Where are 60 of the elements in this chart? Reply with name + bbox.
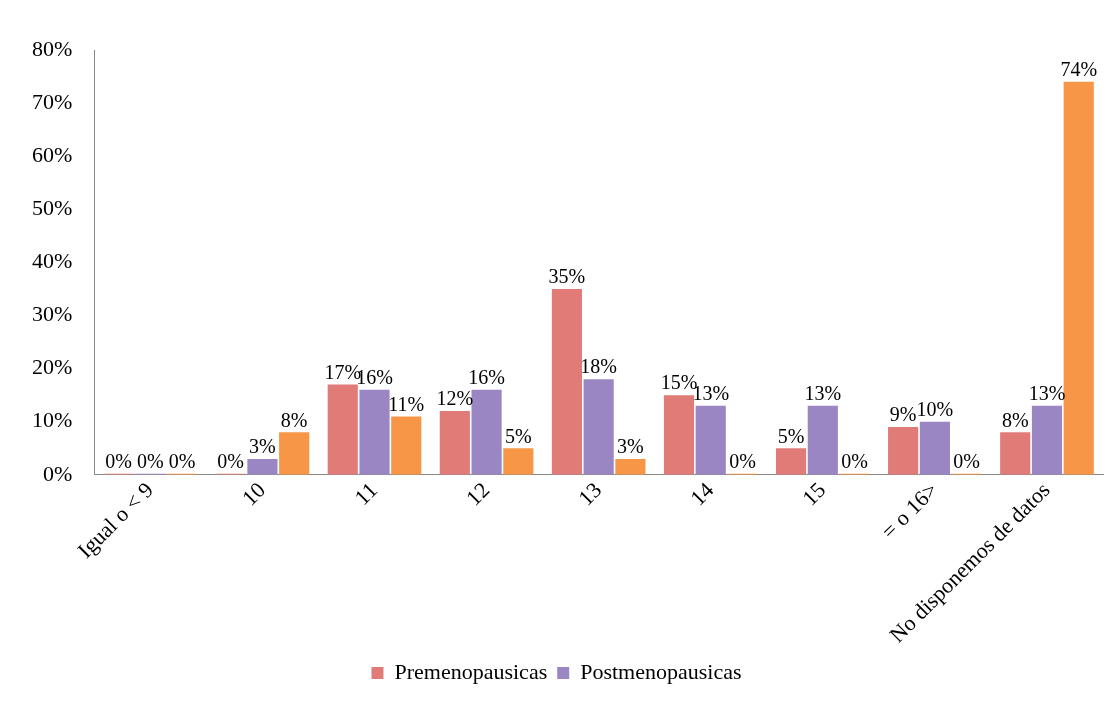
bar: [775, 448, 807, 475]
bar: [1063, 81, 1094, 475]
x-tick-label: 12: [460, 477, 495, 511]
data-label: 10%: [916, 397, 954, 420]
data-label: 74%: [1060, 58, 1098, 81]
data-label: 0%: [841, 450, 868, 473]
bar: [503, 448, 534, 475]
y-tick-label: 60%: [32, 141, 73, 167]
data-label: 8%: [280, 408, 308, 431]
bar: [247, 458, 278, 475]
x-tick-label: 14: [685, 477, 719, 511]
y-tick-label: 80%: [32, 35, 73, 61]
data-label: 13%: [804, 382, 842, 405]
y-tick-label: 50%: [32, 195, 73, 221]
y-tick-label: 40%: [32, 248, 73, 274]
bar: [807, 405, 838, 475]
y-tick-label: 0%: [43, 460, 73, 486]
y-tick-label: 70%: [32, 88, 73, 114]
data-label: 35%: [548, 265, 586, 288]
bar: [471, 389, 502, 475]
data-label: 0%: [168, 450, 196, 473]
y-tick-label: 30%: [32, 301, 73, 327]
bar: [888, 427, 919, 475]
data-label: 3%: [617, 435, 644, 458]
x-tick-label: 13: [573, 477, 607, 511]
bar: [359, 389, 390, 475]
data-label: 0%: [729, 450, 756, 473]
bar: [551, 288, 582, 475]
bar: [1000, 432, 1031, 475]
data-label: 5%: [777, 424, 805, 447]
data-label: 0%: [217, 450, 245, 473]
data-label: 11%: [388, 392, 425, 415]
bar: [439, 411, 470, 475]
bar: [663, 395, 695, 475]
bar: [583, 379, 614, 475]
x-tick-label: 15: [797, 477, 831, 511]
data-label: 0%: [137, 450, 164, 473]
data-label: 5%: [505, 424, 532, 447]
legend-label: Premenopausicas: [394, 658, 548, 684]
data-label: 0%: [105, 450, 132, 473]
data-label: 3%: [249, 435, 276, 458]
bar: [391, 416, 422, 475]
bar: [327, 384, 358, 475]
bar: [695, 405, 726, 475]
bar: [279, 432, 310, 475]
data-label: 12%: [436, 387, 474, 410]
y-tick-label: 20%: [32, 354, 73, 380]
x-tick-label: 11: [349, 477, 383, 510]
bar: [615, 458, 646, 475]
data-label: 0%: [953, 450, 980, 473]
data-label: 9%: [889, 403, 917, 426]
x-tick-label: = o 16>: [876, 477, 943, 544]
x-tick-label: 10: [236, 477, 271, 511]
data-label: 16%: [468, 366, 505, 389]
y-tick-label: 10%: [32, 407, 73, 433]
data-label: 18%: [580, 355, 617, 378]
legend-label: Postmenopausicas: [580, 658, 742, 684]
data-label: 8%: [1001, 408, 1029, 431]
bar: [919, 421, 950, 475]
bar: [1031, 405, 1063, 475]
